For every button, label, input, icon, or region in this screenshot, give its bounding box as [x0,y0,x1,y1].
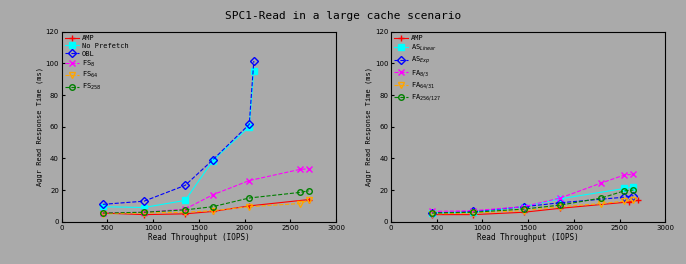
Text: SPC1-Read in a large cache scenario: SPC1-Read in a large cache scenario [225,11,461,21]
Y-axis label: Aggr Read Response Time (ms): Aggr Read Response Time (ms) [36,67,43,186]
Legend: AMP, AS$_{Linear}$, AS$_{Exp}$, FA$_{8/3}$, FA$_{64/31}$, FA$_{256/127}$: AMP, AS$_{Linear}$, AS$_{Exp}$, FA$_{8/3… [393,34,443,105]
Legend: AMP, No Prefetch, OBL, FS$_8$, FS$_{64}$, FS$_{258}$: AMP, No Prefetch, OBL, FS$_8$, FS$_{64}$… [64,34,130,94]
X-axis label: Read Throughput (IOPS): Read Throughput (IOPS) [148,233,250,242]
Y-axis label: Aggr Read Response Time (ms): Aggr Read Response Time (ms) [366,67,372,186]
X-axis label: Read Throughput (IOPS): Read Throughput (IOPS) [477,233,579,242]
